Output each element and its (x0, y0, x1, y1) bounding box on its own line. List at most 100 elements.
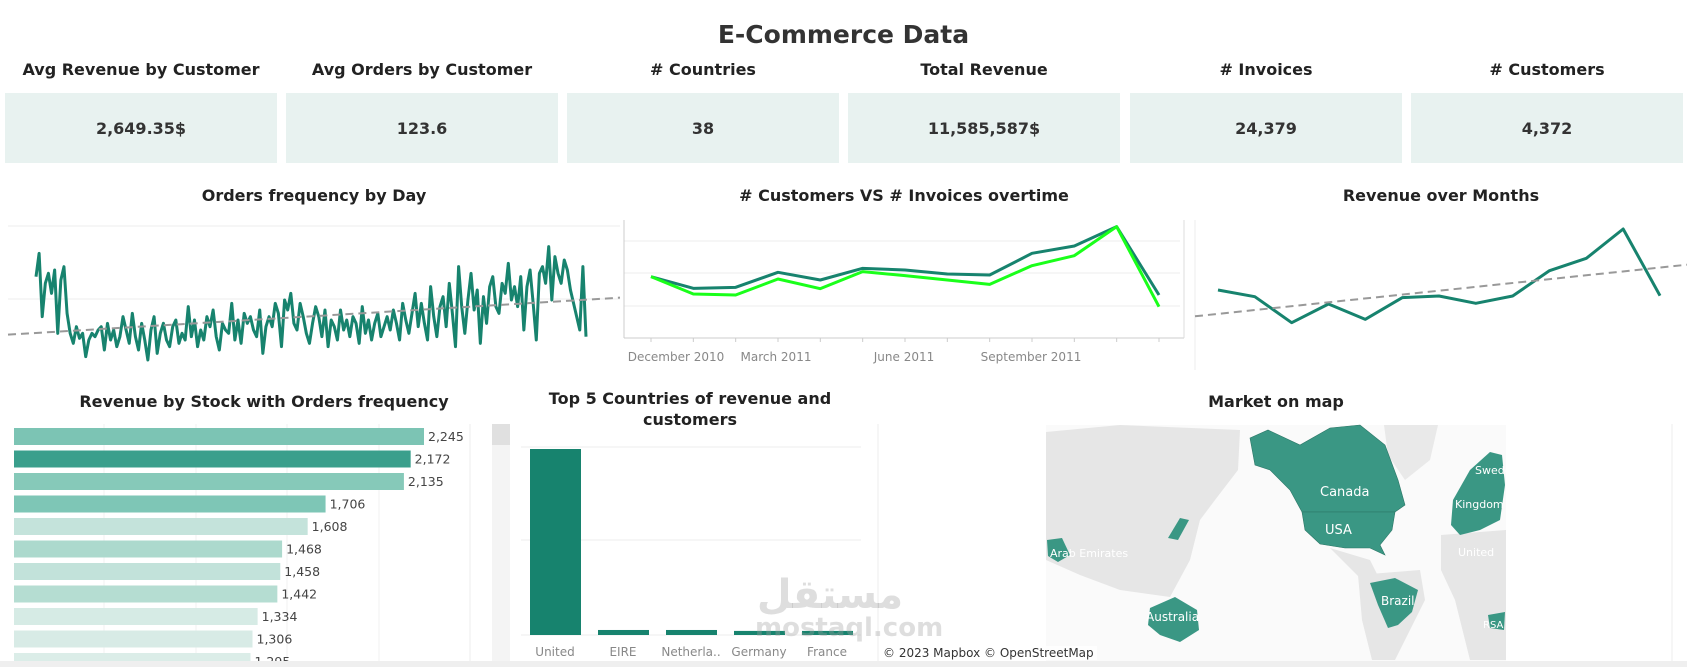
kpi-invoices: 24,379 (1130, 93, 1402, 163)
stock-bar (14, 630, 253, 648)
country-label: Germany (731, 645, 786, 659)
kpi-value: 38 (691, 118, 715, 138)
stock-bar-label: 1,468 (286, 542, 322, 557)
map-label-canada: Canada (1320, 485, 1369, 500)
map-land-asia (1046, 425, 1240, 597)
orders-frequency-chart (7, 225, 621, 362)
stock-bar (14, 473, 404, 490)
kpi-avg-orders: 123.6 (286, 93, 558, 163)
x-tick-label: December 2010 (628, 350, 725, 364)
stock-bar-label: 1,458 (284, 564, 320, 579)
map-label-brazil: Brazil (1381, 594, 1415, 608)
stock-bar-label: 1,608 (312, 519, 348, 534)
country-label: France (807, 645, 847, 659)
country-bar (530, 449, 581, 635)
kpi-value: 11,585,587$ (927, 118, 1041, 138)
trend-line (1194, 263, 1687, 318)
map-country-usa[interactable] (1301, 511, 1396, 556)
stock-bar (14, 540, 283, 558)
chart-title-revenue-over-months: Revenue over Months (1342, 186, 1540, 205)
stock-bar (14, 518, 308, 535)
watermark-latin: mostaql.com (755, 613, 944, 643)
map-land-central-america (1330, 548, 1380, 580)
kpi-label-invoices: # Invoices (1219, 60, 1313, 79)
map-land-greenland (1384, 425, 1438, 480)
stock-bar-label: 2,135 (408, 474, 444, 489)
map-country-brazil[interactable] (1370, 578, 1418, 628)
stock-bar-label: 1,706 (330, 497, 366, 512)
stock-bar-label: 1,306 (257, 632, 293, 647)
map-label-sweden: Swede (1475, 464, 1512, 477)
top5-countries-chart: United EIRE Netherla.. Germany France (521, 446, 861, 659)
kpi-value: 2,649.35$ (95, 118, 187, 138)
map-country-uae[interactable] (1047, 538, 1070, 562)
revenue-by-stock-chart: 2,245 2,172 2,135 1,706 1,608 1,468 1,458 1,442… (14, 424, 471, 667)
scrollbar-track[interactable] (492, 424, 510, 661)
watermark: مستقل mostaql.com (755, 572, 944, 643)
chart-title-market-map: Market on map (1208, 392, 1344, 411)
kpi-label-customers: # Customers (1489, 60, 1605, 79)
x-tick-label: September 2011 (981, 350, 1082, 364)
map-label-united: United (1458, 546, 1494, 559)
map-country-japan[interactable] (1168, 518, 1189, 540)
kpi-value: 4,372 (1521, 118, 1573, 138)
chart-title-top5-countries: Top 5 Countries of revenue and customers (548, 389, 832, 429)
stock-bar (14, 563, 281, 580)
country-label: United (535, 645, 574, 659)
stock-bar-label: 1,334 (262, 609, 298, 624)
kpi-customers: 4,372 (1411, 93, 1683, 163)
page-title: E-Commerce Data (717, 20, 970, 49)
stock-bar (14, 450, 411, 468)
country-bar (734, 630, 785, 635)
stock-bar-label: 2,245 (428, 429, 464, 444)
map-label-usa: USA (1325, 523, 1352, 538)
stock-bar (14, 428, 424, 445)
x-tick-label: June 2011 (873, 350, 935, 364)
country-label: EIRE (609, 645, 636, 659)
series-line-bright (650, 225, 1161, 308)
revenue-line (1217, 227, 1662, 325)
revenue-months-chart (1194, 220, 1687, 370)
map-country-europe[interactable] (1451, 452, 1505, 535)
map-label-uk: Kingdom (1455, 498, 1504, 511)
stock-bar-label: 1,442 (281, 587, 317, 602)
map-label-uae: Arab Emirates (1050, 547, 1128, 560)
customers-invoices-chart: December 2010 March 2011 June 2011 Septembe… (623, 220, 1185, 364)
kpi-label-avg-revenue: Avg Revenue by Customer (22, 60, 260, 79)
map-credit[interactable]: © 2023 Mapbox © OpenStreetMap (880, 646, 1097, 660)
map-country-canada[interactable] (1249, 424, 1406, 513)
kpi-countries: 38 (567, 93, 839, 163)
map-country-australia[interactable] (1148, 597, 1199, 642)
daily-orders-line (34, 245, 588, 362)
map-land-africa (1441, 530, 1506, 660)
country-bar (598, 629, 649, 635)
stock-bar (14, 608, 258, 625)
country-bar (802, 630, 853, 635)
kpi-value: 24,379 (1235, 118, 1297, 138)
kpi-total-revenue: 11,585,587$ (848, 93, 1120, 163)
stock-bar (14, 495, 326, 513)
chart-title-orders-by-day: Orders frequency by Day (201, 186, 427, 205)
scrollbar-thumb[interactable] (492, 424, 510, 445)
stock-bar (14, 585, 278, 603)
kpi-value: 123.6 (396, 118, 448, 138)
country-bar (666, 629, 717, 635)
kpi-avg-revenue: 2,649.35$ (5, 93, 277, 163)
chart-title-customers-vs-invoices: # Customers VS # Invoices overtime (739, 186, 1069, 205)
x-tick-label: March 2011 (741, 350, 812, 364)
stock-bar-label: 2,172 (415, 452, 451, 467)
country-label: Netherla.. (661, 645, 720, 659)
kpi-label-avg-orders: Avg Orders by Customer (311, 60, 533, 79)
kpi-label-total-revenue: Total Revenue (920, 60, 1048, 79)
kpi-label-countries: # Countries (650, 60, 756, 79)
trend-line (7, 296, 621, 336)
map-label-australia: Australia (1146, 610, 1199, 624)
chart-title-revenue-by-stock: Revenue by Stock with Orders frequency (79, 392, 449, 411)
series-line-dark (650, 225, 1161, 296)
map-country-rsa[interactable] (1488, 612, 1505, 630)
watermark-arabic: مستقل (756, 572, 904, 618)
market-map[interactable]: Canada USA Brazil Australia Arab Emirate… (1046, 424, 1512, 661)
map-label-rsa: RSA (1483, 620, 1503, 631)
bottom-bar (0, 661, 1687, 667)
